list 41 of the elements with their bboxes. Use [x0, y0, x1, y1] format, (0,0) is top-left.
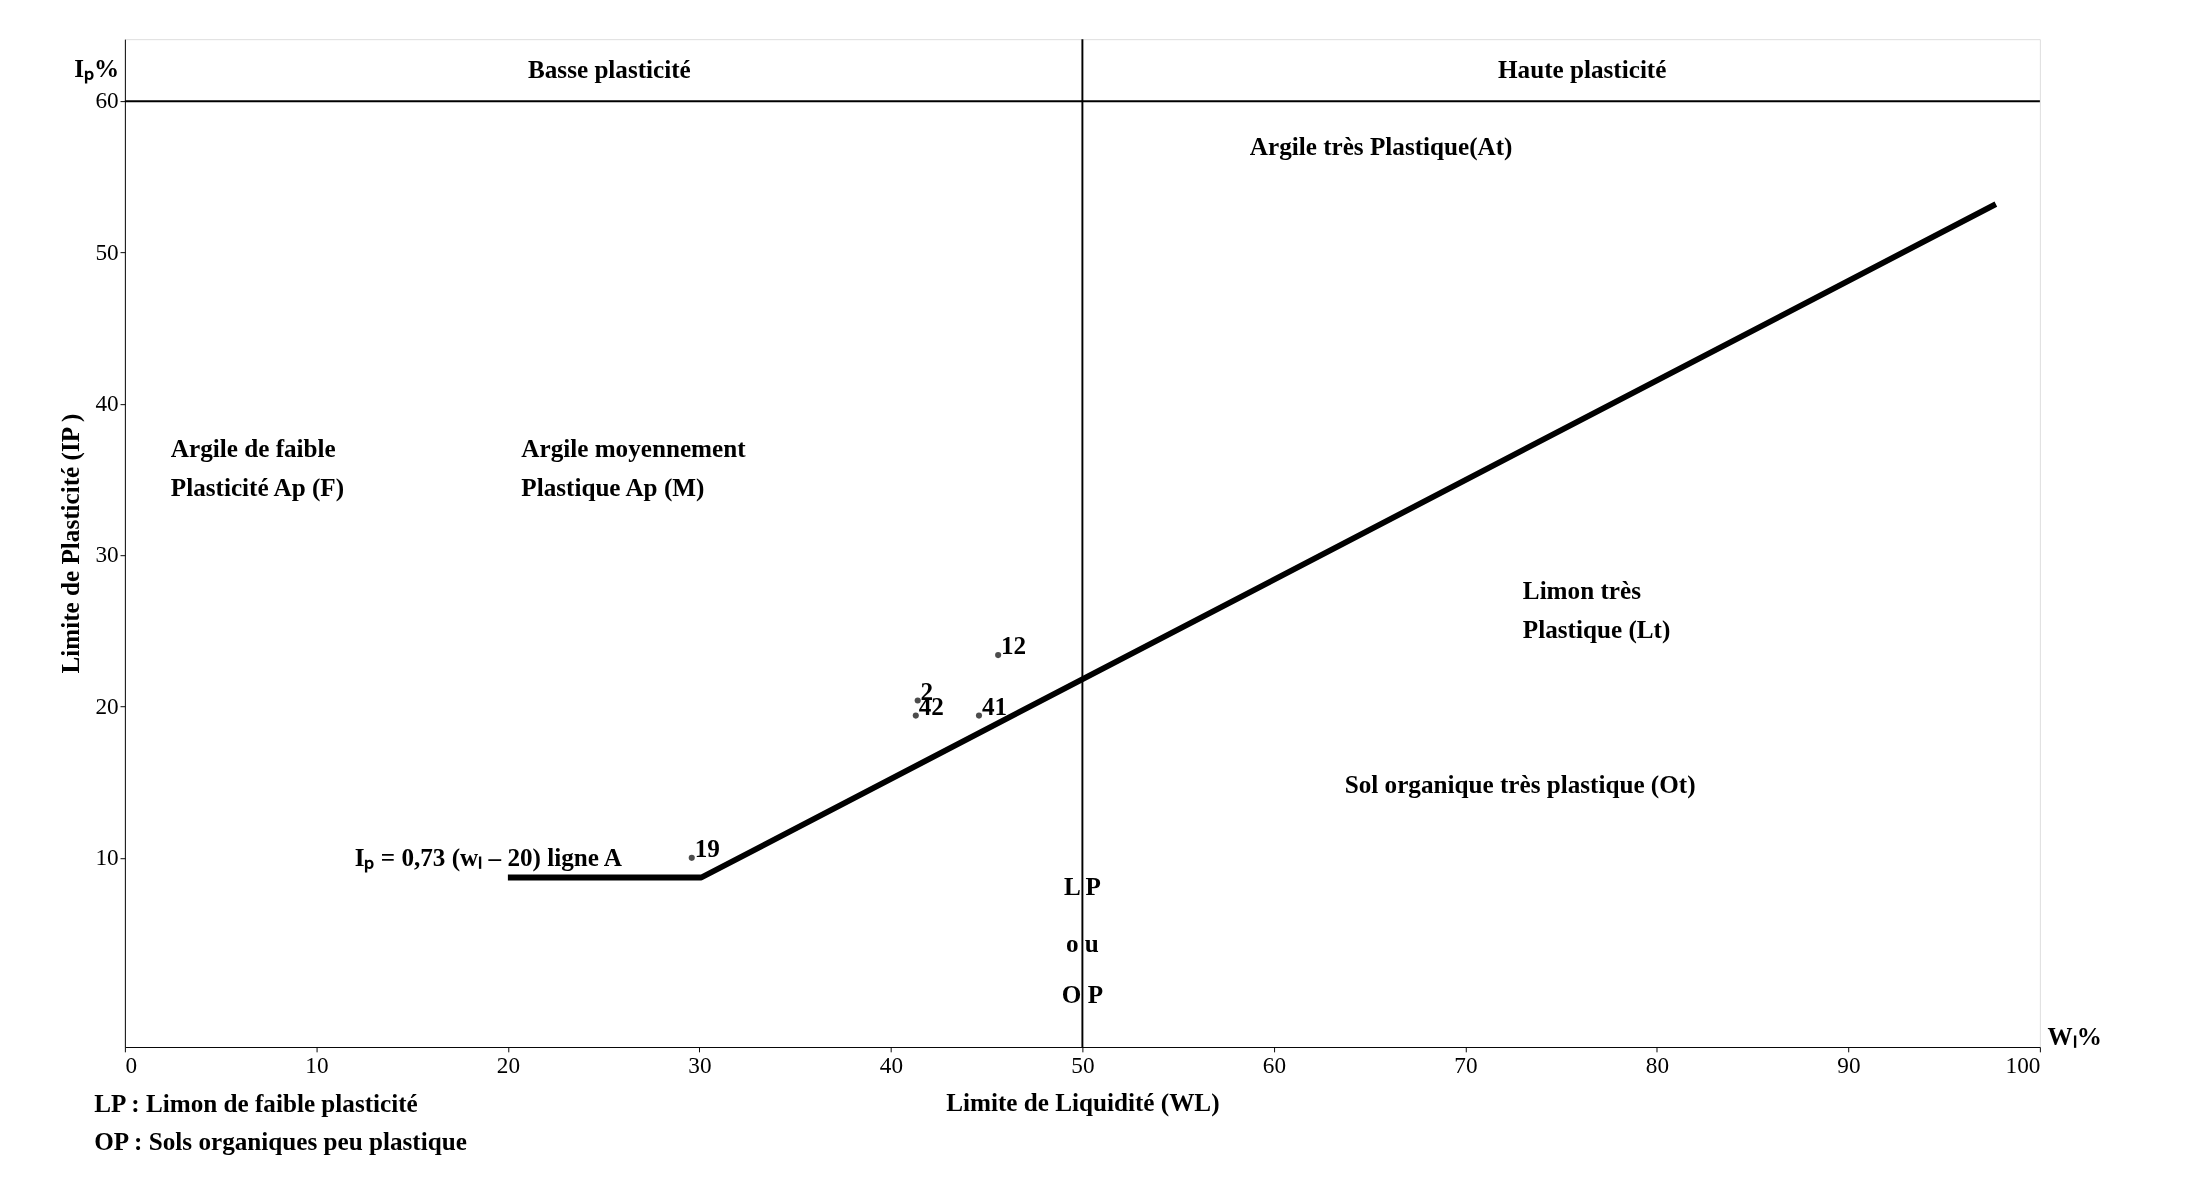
x-tick-label: 60 [1262, 1051, 1286, 1078]
y-tick-label: 50 [95, 238, 119, 265]
annotation: 41 [981, 692, 1008, 720]
annotation: Basse plasticité [527, 56, 691, 84]
annotation: 12 [1001, 632, 1027, 660]
point [975, 712, 983, 719]
x-tick-label: 30 [688, 1051, 712, 1078]
y-tick-label: 60 [95, 87, 119, 114]
annotation: o u [1065, 929, 1099, 957]
x-tick-label: 0 [125, 1051, 137, 1078]
annotation: Iₚ = 0,73 (wₗ – 20) ligne A [354, 844, 623, 874]
x-tick-label: 80 [1645, 1051, 1669, 1078]
y-tick-label: 30 [95, 541, 119, 568]
annotation: 19 [694, 834, 720, 862]
x-tick-label: 50 [1071, 1051, 1095, 1078]
annotation: Haute plasticité [1498, 56, 1667, 84]
annotation: Argile très Plastique(At) [1249, 132, 1513, 161]
x-tick-label: 20 [496, 1051, 520, 1078]
x-tick-label: 90 [1837, 1051, 1861, 1078]
x-tick-label: 70 [1454, 1051, 1478, 1078]
y-axis-title: Limite de Plasticité (IP ) [56, 413, 85, 674]
annotation: Argile moyennement Plastique Ap (M) [521, 435, 747, 502]
text: OP : Sols organiques peu plastique [94, 1127, 467, 1155]
text: Iₚ% [74, 55, 120, 85]
annotation: O P [1061, 981, 1104, 1009]
point [995, 652, 1002, 659]
annotation: Limon très Plastique (Lt) [1522, 577, 1671, 644]
y-tick-label: 20 [95, 692, 119, 719]
text: LP : Limon de faible plasticité [94, 1090, 418, 1118]
y-tick-label: 10 [95, 844, 119, 871]
x-tick-label: 100 [2005, 1051, 2041, 1078]
point [688, 854, 695, 861]
x-tick-label: 40 [879, 1051, 903, 1078]
point [912, 712, 919, 719]
text: Wₗ% [2047, 1022, 2102, 1050]
x-tick-label: 10 [305, 1051, 329, 1078]
annotation: Argile de faible Plasticité Ap (F) [170, 435, 345, 502]
annotation: L P [1063, 872, 1101, 900]
annotation: Sol organique très plastique (Ot) [1344, 770, 1696, 799]
x-axis-title: Limite de Liquidité (WL) [946, 1089, 1220, 1118]
y-tick-label: 40 [95, 390, 119, 417]
